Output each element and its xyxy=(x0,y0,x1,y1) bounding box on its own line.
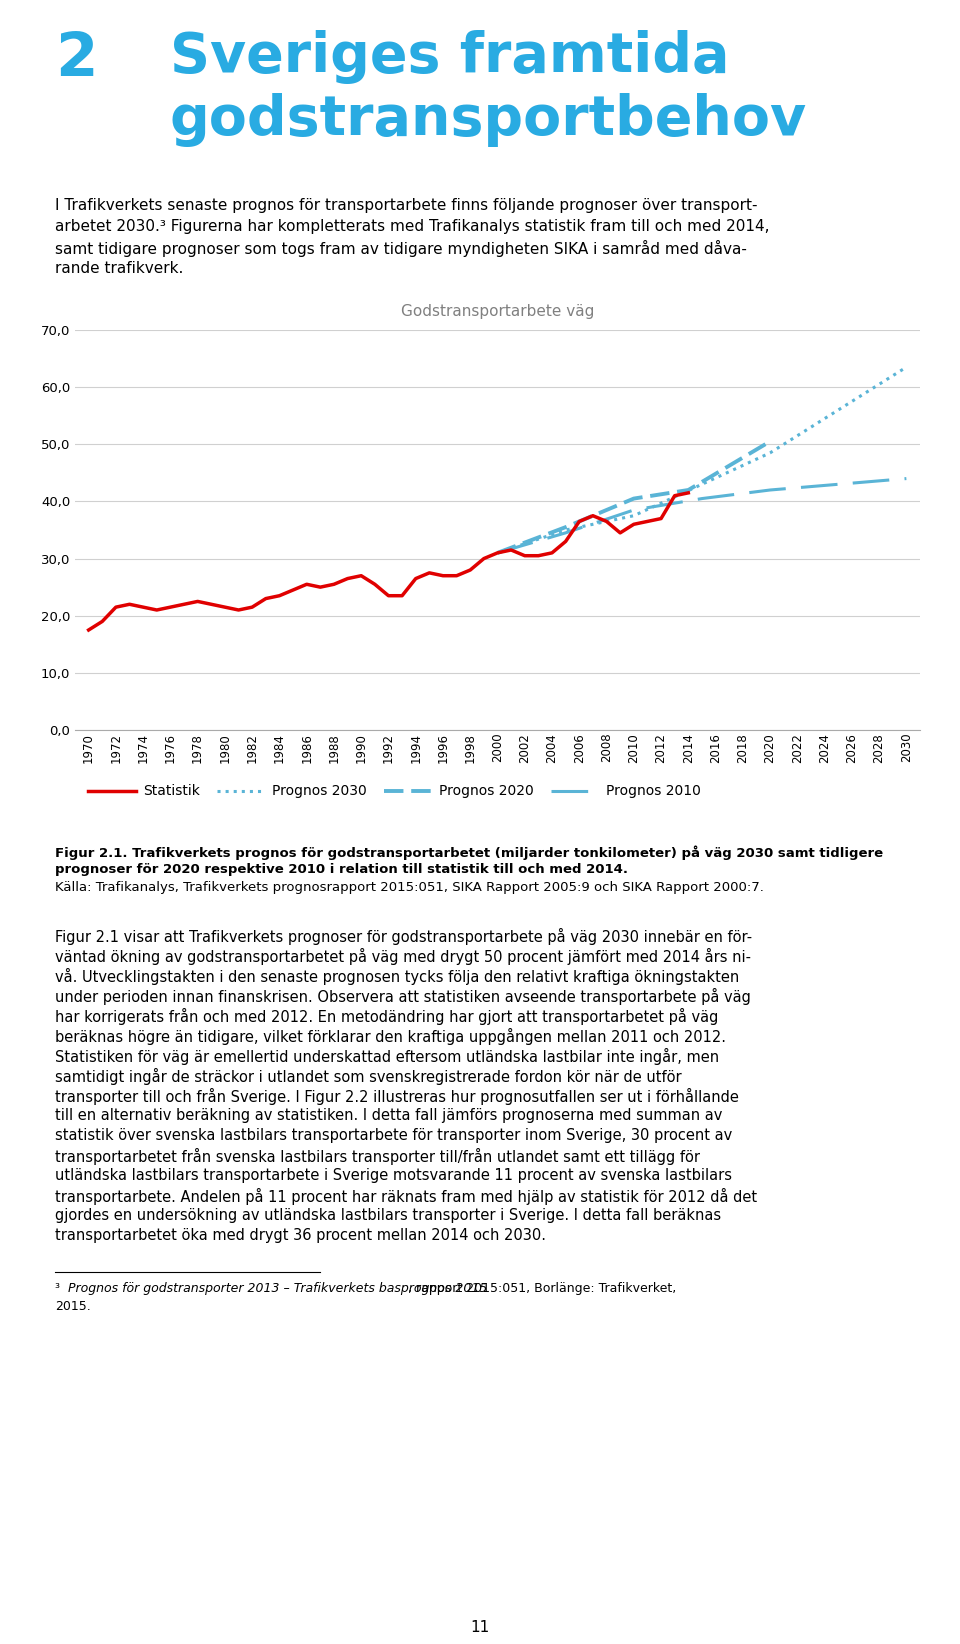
Text: samtidigt ingår de sträckor i utlandet som svenskregistrerade fordon kör när de : samtidigt ingår de sträckor i utlandet s… xyxy=(55,1069,682,1085)
Text: 2: 2 xyxy=(55,30,98,89)
Text: Källa: Trafikanalys, Trafikverkets prognosrapport 2015:051, SIKA Rapport 2005:9 : Källa: Trafikanalys, Trafikverkets progn… xyxy=(55,881,764,894)
Text: gjordes en undersökning av utländska lastbilars transporter i Sverige. I detta f: gjordes en undersökning av utländska las… xyxy=(55,1208,721,1223)
Title: Godstransportarbete väg: Godstransportarbete väg xyxy=(401,304,594,319)
Text: till en alternativ beräkning av statistiken. I detta fall jämförs prognoserna me: till en alternativ beräkning av statisti… xyxy=(55,1108,722,1123)
Text: vå. Utvecklingstakten i den senaste prognosen tycks följa den relativt kraftiga : vå. Utvecklingstakten i den senaste prog… xyxy=(55,968,739,985)
Text: 2015.: 2015. xyxy=(55,1300,91,1314)
Text: statistik över svenska lastbilars transportarbete för transporter inom Sverige, : statistik över svenska lastbilars transp… xyxy=(55,1128,732,1143)
Text: beräknas högre än tidigare, vilket förklarar den kraftiga uppgången mellan 2011 : beräknas högre än tidigare, vilket förkl… xyxy=(55,1028,726,1046)
Text: Sveriges framtida: Sveriges framtida xyxy=(170,30,730,84)
Text: 11: 11 xyxy=(470,1619,490,1636)
Text: ³: ³ xyxy=(55,1282,64,1295)
Text: transportarbete. Andelen på 11 procent har räknats fram med hjälp av statistik f: transportarbete. Andelen på 11 procent h… xyxy=(55,1189,757,1205)
Text: har korrigerats från och med 2012. En metodändring har gjort att transportarbete: har korrigerats från och med 2012. En me… xyxy=(55,1008,718,1024)
Text: Figur 2.1. Trafikverkets prognos för godstransportarbetet (miljarder tonkilomete: Figur 2.1. Trafikverkets prognos för god… xyxy=(55,845,883,860)
Text: utländska lastbilars transportarbete i Sverige motsvarande 11 procent av svenska: utländska lastbilars transportarbete i S… xyxy=(55,1167,732,1184)
Text: transportarbetet öka med drygt 36 procent mellan 2014 och 2030.: transportarbetet öka med drygt 36 procen… xyxy=(55,1228,546,1243)
Text: samt tidigare prognoser som togs fram av tidigare myndigheten SIKA i samråd med : samt tidigare prognoser som togs fram av… xyxy=(55,240,747,256)
Text: under perioden innan finanskrisen. Observera att statistiken avseende transporta: under perioden innan finanskrisen. Obser… xyxy=(55,988,751,1004)
Text: transporter till och från Sverige. I Figur 2.2 illustreras hur prognosutfallen s: transporter till och från Sverige. I Fig… xyxy=(55,1088,739,1105)
Legend: Statistik, Prognos 2030, Prognos 2020, Prognos 2010: Statistik, Prognos 2030, Prognos 2020, P… xyxy=(82,779,707,804)
Text: Figur 2.1 visar att Trafikverkets prognoser för godstransportarbete på väg 2030 : Figur 2.1 visar att Trafikverkets progno… xyxy=(55,927,752,945)
Text: Statistiken för väg är emellertid underskattad eftersom utländska lastbilar inte: Statistiken för väg är emellertid unders… xyxy=(55,1047,719,1065)
Text: I Trafikverkets senaste prognos för transportarbete finns följande prognoser öve: I Trafikverkets senaste prognos för tran… xyxy=(55,197,757,214)
Text: prognoser för 2020 respektive 2010 i relation till statistik till och med 2014.: prognoser för 2020 respektive 2010 i rel… xyxy=(55,863,628,876)
Text: väntad ökning av godstransportarbetet på väg med drygt 50 procent jämfört med 20: väntad ökning av godstransportarbetet på… xyxy=(55,949,751,965)
Text: rande trafikverk.: rande trafikverk. xyxy=(55,261,183,276)
Text: , rapport 2015:051, Borlänge: Trafikverket,: , rapport 2015:051, Borlänge: Trafikverk… xyxy=(408,1282,676,1295)
Text: transportarbetet från svenska lastbilars transporter till/från utlandet samt ett: transportarbetet från svenska lastbilars… xyxy=(55,1148,700,1166)
Text: godstransportbehov: godstransportbehov xyxy=(170,94,807,146)
Text: Prognos för godstransporter 2013 – Trafikverkets basprognos 2015: Prognos för godstransporter 2013 – Trafi… xyxy=(68,1282,488,1295)
Text: arbetet 2030.³ Figurerna har kompletterats med Trafikanalys statistik fram till : arbetet 2030.³ Figurerna har komplettera… xyxy=(55,219,770,233)
